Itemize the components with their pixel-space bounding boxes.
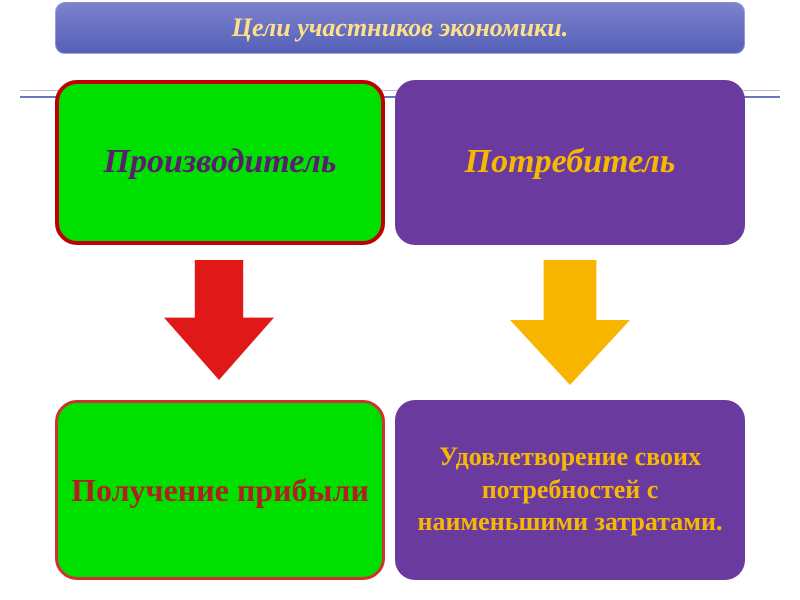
node-profit: Получение прибыли: [55, 400, 385, 580]
node-consumer: Потребитель: [395, 80, 745, 245]
node-satisfy: Удовлетворение своих потребностей с наим…: [395, 400, 745, 580]
node-consumer-label: Потребитель: [465, 141, 676, 184]
title-bar: Цели участников экономики.: [55, 2, 745, 54]
arrow-down-icon: [510, 260, 630, 385]
arrow-right: [510, 260, 630, 385]
node-satisfy-label: Удовлетворение своих потребностей с наим…: [403, 441, 737, 539]
arrow-left: [164, 260, 274, 380]
page-title: Цели участников экономики.: [232, 13, 568, 43]
arrow-down-icon: [164, 260, 274, 380]
node-producer-label: Производитель: [104, 141, 337, 184]
node-profit-label: Получение прибыли: [71, 470, 369, 510]
node-producer: Производитель: [55, 80, 385, 245]
